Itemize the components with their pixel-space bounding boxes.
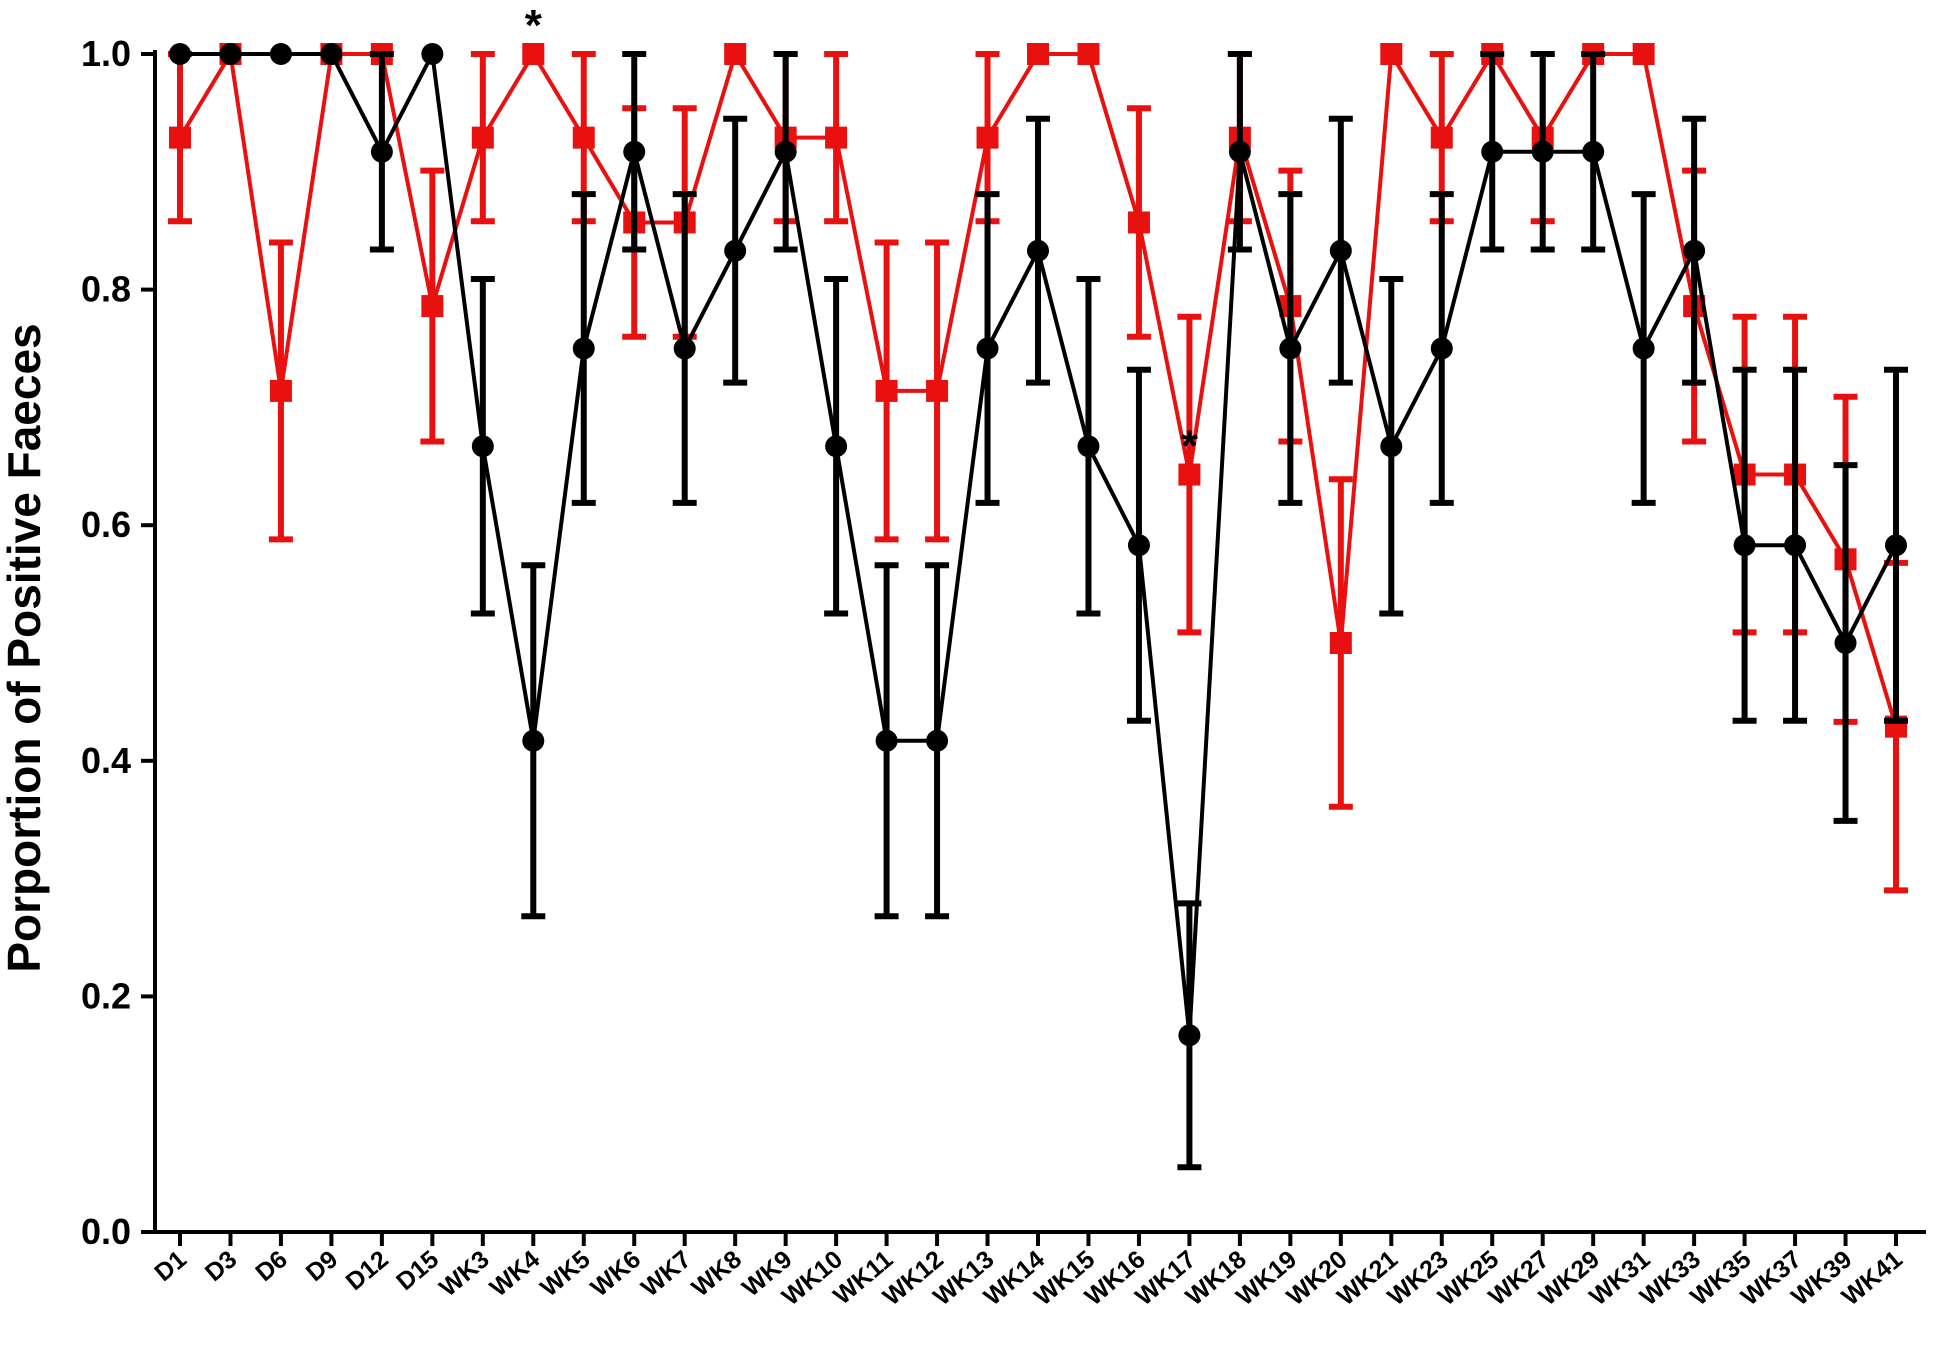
data-point <box>522 43 545 65</box>
data-point <box>875 729 898 752</box>
series-2 <box>169 43 1908 1171</box>
data-point <box>1077 43 1100 65</box>
data-point <box>673 337 696 360</box>
data-point <box>169 43 191 65</box>
data-point <box>1481 140 1504 163</box>
y-axis-title: Porportion of Positive Faeces <box>0 323 50 972</box>
significance-marker: * <box>525 1 543 50</box>
data-point <box>269 43 292 65</box>
x-tick-label: WK8 <box>686 1245 747 1302</box>
data-point <box>572 126 595 149</box>
data-point <box>1027 43 1049 65</box>
data-point <box>1683 239 1706 262</box>
x-tick-label: D3 <box>200 1245 242 1287</box>
data-point <box>1380 435 1403 458</box>
y-tick-label: 1.0 <box>81 33 131 74</box>
data-point <box>1027 239 1049 262</box>
data-point <box>825 126 848 149</box>
x-tick-label: D1 <box>149 1245 192 1287</box>
data-point <box>1178 463 1201 486</box>
data-point <box>1531 140 1554 163</box>
data-point <box>421 295 444 318</box>
x-tick-label: D9 <box>301 1245 343 1287</box>
series-layer <box>168 43 1908 1171</box>
data-point <box>1228 140 1251 163</box>
data-point <box>976 337 999 360</box>
x-tick-label: WK4 <box>485 1245 546 1302</box>
y-tick-label: 0.8 <box>81 269 131 310</box>
data-point <box>976 126 999 149</box>
y-tick-label: 0.2 <box>81 975 131 1016</box>
data-point <box>1430 337 1453 360</box>
data-point <box>825 435 848 458</box>
x-tick-label: WK7 <box>636 1245 697 1302</box>
data-point <box>1784 534 1807 557</box>
data-point <box>169 126 191 149</box>
data-point <box>1733 534 1756 557</box>
data-point <box>774 140 797 163</box>
data-point <box>1582 140 1605 163</box>
data-point <box>1127 211 1150 234</box>
data-point <box>471 435 494 458</box>
data-point <box>1077 435 1100 458</box>
annotation-layer: ** <box>525 1 1199 471</box>
data-point <box>1885 534 1907 557</box>
data-point <box>926 379 949 402</box>
data-point <box>1279 337 1302 360</box>
data-point <box>219 43 242 65</box>
y-tick-label: 0.4 <box>81 740 131 781</box>
data-point <box>1834 632 1857 654</box>
x-tick-label: D15 <box>391 1245 444 1296</box>
x-tick-label: WK3 <box>434 1245 495 1302</box>
data-point <box>522 729 545 752</box>
data-point <box>1632 43 1655 65</box>
x-tick-label: WK5 <box>535 1245 596 1302</box>
significance-marker: * <box>1181 422 1199 471</box>
data-point <box>572 337 595 360</box>
data-point <box>320 43 343 65</box>
data-point <box>1329 632 1352 654</box>
data-point <box>926 729 949 752</box>
data-point <box>421 43 444 65</box>
x-tick-label: D12 <box>341 1245 394 1296</box>
y-tick-label: 0.6 <box>81 504 131 545</box>
data-point <box>269 379 292 402</box>
data-point <box>471 126 494 149</box>
axes: 0.00.20.40.60.81.0D1 D3 D6 D9D12D15WK3WK4WK… <box>81 33 1926 1311</box>
data-point <box>1430 126 1453 149</box>
x-tick-label: D6 <box>250 1245 292 1287</box>
data-point <box>1380 43 1403 65</box>
x-tick-label: WK6 <box>586 1245 647 1302</box>
data-point <box>1178 1024 1201 1047</box>
data-point <box>623 140 646 163</box>
data-point <box>875 379 898 402</box>
data-point <box>1127 534 1150 557</box>
data-point <box>724 43 747 65</box>
data-point <box>1329 239 1352 262</box>
data-point <box>724 239 747 262</box>
y-tick-label: 0.0 <box>81 1211 131 1252</box>
data-point <box>370 140 393 163</box>
data-point <box>1632 337 1655 360</box>
